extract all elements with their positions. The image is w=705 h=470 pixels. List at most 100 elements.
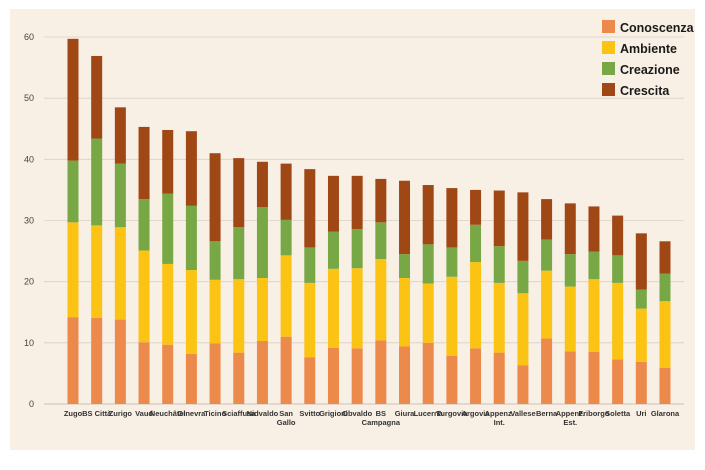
- x-tick-label: Obvaldo: [342, 409, 372, 418]
- bar-san-gallo-crescita: [280, 163, 292, 220]
- bar-vaud-conoscenza: [138, 342, 150, 404]
- x-tick-label: San Gallo: [277, 409, 296, 427]
- bar-ginevra-creazione: [185, 205, 197, 271]
- x-tick-label: Appenz. Int.: [485, 409, 514, 427]
- bar-svitto-creazione: [304, 247, 316, 283]
- y-tick-label: 40: [24, 154, 34, 164]
- bar-berna-creazione: [541, 239, 553, 271]
- bar-sciaffusa-ambiente: [233, 279, 245, 353]
- bar-zugo-ambiente: [67, 222, 79, 318]
- bar-friborgo-creazione: [588, 251, 600, 280]
- x-tick-label: Grigioni: [319, 409, 348, 418]
- bar-ginevra-crescita: [185, 131, 197, 206]
- bars: [67, 38, 671, 404]
- bar-vallese-ambiente: [517, 293, 529, 366]
- bar-bs-campagna-ambiente: [375, 259, 387, 341]
- bar-giura-ambiente: [399, 277, 411, 347]
- x-tick-label: Uri: [636, 409, 646, 418]
- bar-ticino-crescita: [209, 153, 221, 242]
- legend-label-conoscenza: Conoscenza: [620, 21, 695, 35]
- bar-soletta-conoscenza: [612, 359, 624, 404]
- bar-sciaffusa-conoscenza: [233, 352, 245, 404]
- bar-svitto-conoscenza: [304, 357, 316, 404]
- bar-glarona-ambiente: [659, 301, 671, 368]
- bar-grigioni-creazione: [327, 231, 339, 269]
- bar-vaud-ambiente: [138, 250, 150, 343]
- bar-zugo-creazione: [67, 160, 79, 223]
- bar-uri-ambiente: [635, 308, 647, 362]
- bar-ticino-creazione: [209, 241, 221, 280]
- bar-vallese-creazione: [517, 260, 529, 294]
- bar-neuchatel-conoscenza: [162, 344, 174, 404]
- bar-sciaffusa-creazione: [233, 227, 245, 280]
- bar-soletta-creazione: [612, 255, 624, 283]
- bar-zurigo-ambiente: [114, 227, 126, 320]
- bar-soletta-crescita: [612, 215, 624, 256]
- bar-neuchatel-crescita: [162, 129, 174, 194]
- legend-swatch-ambiente: [602, 41, 615, 54]
- x-tick-label: Soletta: [605, 409, 631, 418]
- bar-uri-creazione: [635, 289, 647, 309]
- bar-friborgo-ambiente: [588, 279, 600, 353]
- legend-label-crescita: Crescita: [620, 84, 670, 98]
- x-tick-label: Argovia: [462, 409, 491, 418]
- bar-bs-campagna-crescita: [375, 178, 387, 223]
- legend-swatch-creazione: [602, 62, 615, 75]
- bar-appenz-int-creazione: [493, 246, 505, 283]
- gridlines: [44, 36, 684, 405]
- bar-grigioni-crescita: [327, 175, 339, 232]
- bar-argovia-ambiente: [470, 262, 482, 349]
- bar-argovia-conoscenza: [470, 348, 482, 404]
- bar-neuchatel-ambiente: [162, 263, 174, 345]
- bar-bs-citta-conoscenza: [91, 317, 103, 404]
- legend-label-ambiente: Ambiente: [620, 42, 677, 56]
- bar-lucerna-crescita: [422, 185, 434, 245]
- bar-svitto-ambiente: [304, 282, 316, 358]
- bar-appenz-int-ambiente: [493, 282, 505, 353]
- bar-zugo-conoscenza: [67, 317, 79, 404]
- y-tick-label: 50: [24, 93, 34, 103]
- bar-glarona-conoscenza: [659, 367, 671, 404]
- bar-turgovia-ambiente: [446, 276, 458, 356]
- x-tick-label: Ginevra: [177, 409, 206, 418]
- bar-turgovia-conoscenza: [446, 355, 458, 404]
- bar-glarona-crescita: [659, 241, 671, 274]
- bar-giura-creazione: [399, 254, 411, 278]
- bar-argovia-creazione: [470, 224, 482, 263]
- bar-ticino-ambiente: [209, 279, 221, 344]
- x-tick-label: Nidvaldo: [247, 409, 279, 418]
- bar-bs-citta-ambiente: [91, 225, 103, 318]
- bar-obvaldo-conoscenza: [351, 348, 363, 404]
- legend: Conoscenza Ambiente Creazione Crescita: [602, 20, 695, 98]
- bar-bs-campagna-creazione: [375, 222, 387, 260]
- bar-giura-crescita: [399, 180, 411, 255]
- bar-san-gallo-creazione: [280, 219, 292, 256]
- bar-berna-conoscenza: [541, 338, 553, 404]
- x-tick-label: Lucerna: [414, 409, 444, 418]
- bar-appenz-int-crescita: [493, 190, 505, 247]
- x-tick-label: BS Città: [82, 409, 112, 418]
- x-tick-label: Zugo: [64, 409, 83, 418]
- bar-friborgo-conoscenza: [588, 352, 600, 404]
- y-tick-label: 0: [29, 399, 34, 409]
- bar-san-gallo-conoscenza: [280, 336, 292, 404]
- x-tick-label: BS Campagna: [362, 409, 401, 427]
- bar-grigioni-conoscenza: [327, 347, 339, 404]
- x-tick-label: Glarona: [651, 409, 680, 418]
- bar-zurigo-conoscenza: [114, 319, 126, 404]
- bar-bs-campagna-conoscenza: [375, 340, 387, 404]
- x-tick-label: Vaud: [135, 409, 153, 418]
- bar-giura-conoscenza: [399, 346, 411, 404]
- bar-lucerna-creazione: [422, 244, 434, 284]
- bar-nidvaldo-creazione: [256, 207, 268, 278]
- bar-soletta-ambiente: [612, 282, 624, 360]
- x-tick-label: Sciaffusa: [222, 409, 256, 418]
- x-tick-label: Turgovia: [436, 409, 468, 418]
- bar-ginevra-ambiente: [185, 270, 197, 354]
- x-tick-label: Appenz. Est.: [556, 409, 585, 427]
- x-tick-label: Ticino: [204, 409, 226, 418]
- bar-nidvaldo-ambiente: [256, 277, 268, 341]
- bar-svitto-crescita: [304, 169, 316, 248]
- bar-ticino-conoscenza: [209, 343, 221, 404]
- bar-nidvaldo-crescita: [256, 161, 268, 208]
